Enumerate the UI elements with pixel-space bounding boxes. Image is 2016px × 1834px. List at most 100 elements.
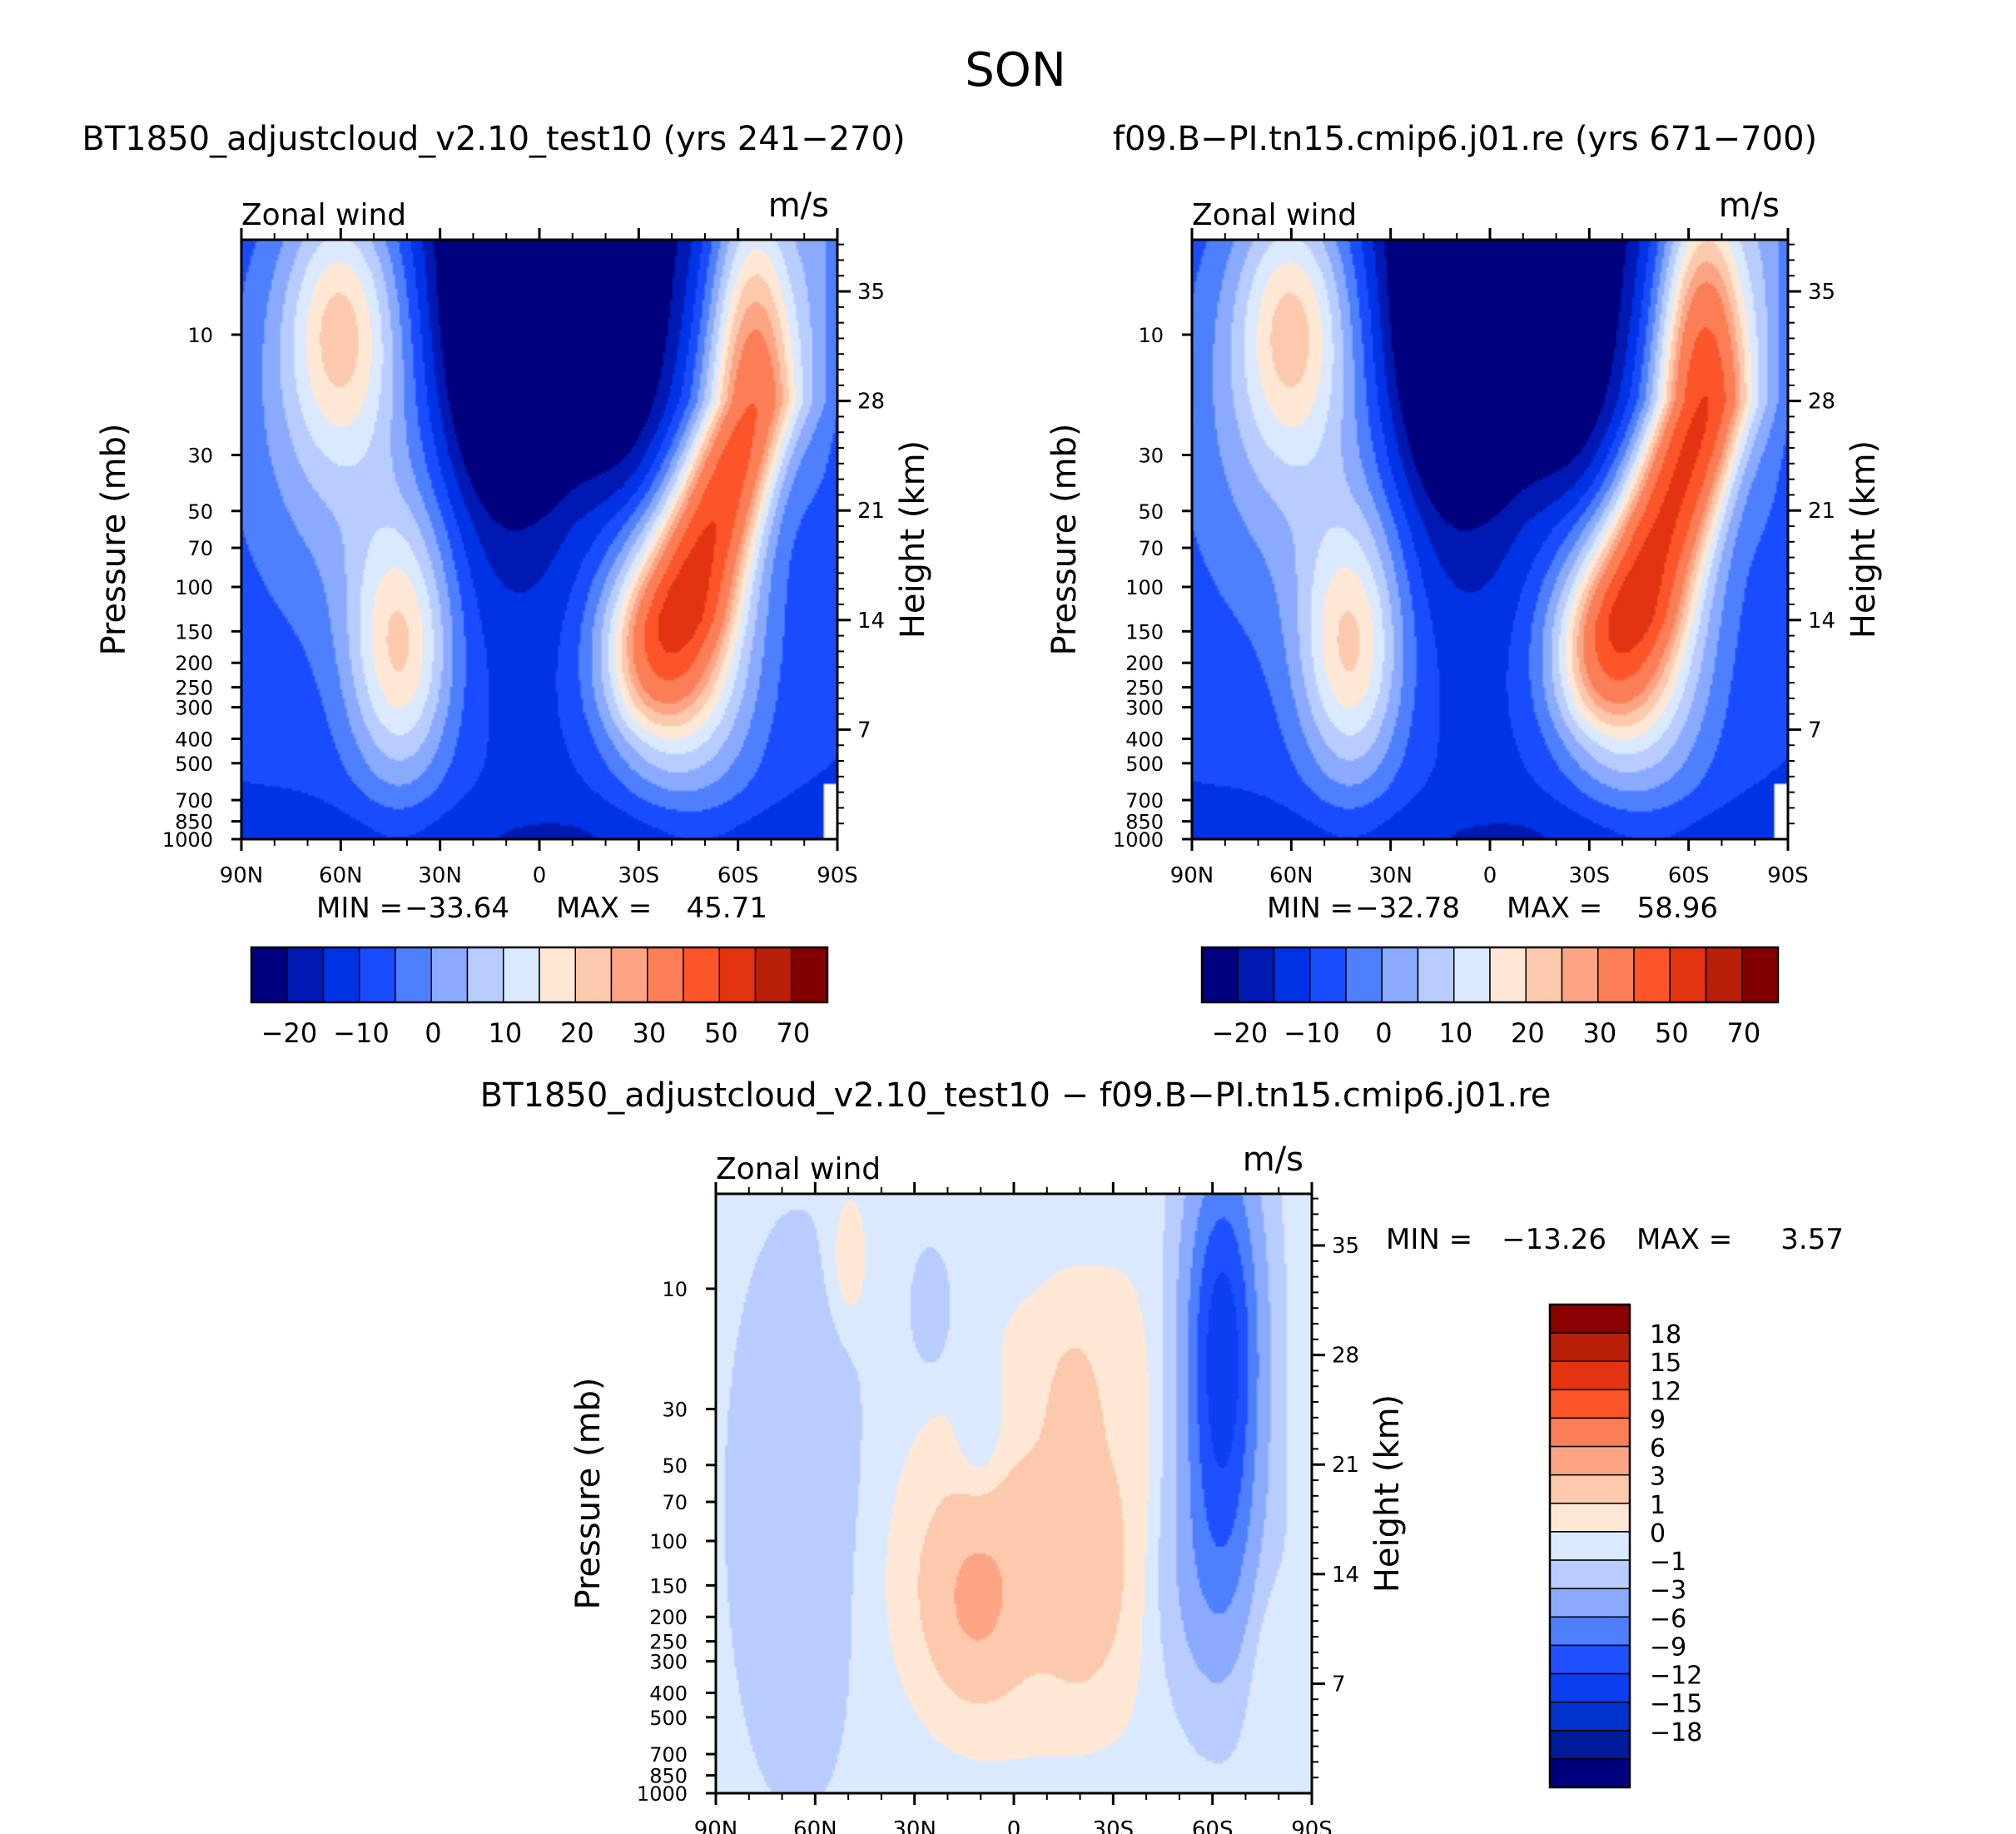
y-tick-label: 700: [175, 789, 213, 813]
colorbar-box: [1597, 947, 1635, 1003]
panel-bottom-difference: BT1850_adjustcloud_v2.10_test10 − f09.B−…: [480, 1076, 1844, 1834]
colorbar-label: 1: [1650, 1491, 1666, 1520]
colorbar-box: [610, 947, 648, 1003]
colorbar-box: [1549, 1730, 1631, 1760]
y-right-tick-label: 7: [1808, 718, 1822, 743]
y-tick-label: 700: [649, 1743, 688, 1767]
x-tick-label: 90S: [1291, 1817, 1333, 1834]
colorbar-box: [718, 947, 757, 1003]
colorbar-box: [322, 947, 360, 1003]
colorbar-box: [1549, 1445, 1631, 1476]
left-string: Zonal wind: [241, 198, 406, 232]
colorbar-box: [466, 947, 504, 1003]
y-tick-label: 70: [1138, 537, 1164, 560]
y-tick-label: 250: [649, 1631, 688, 1654]
max-value: 3.57: [1780, 1223, 1844, 1256]
y-tick-label: 700: [1125, 789, 1164, 813]
y-right-tick-label: 14: [857, 609, 885, 634]
colorbar-box: [1273, 947, 1311, 1003]
colorbar-box: [1525, 947, 1563, 1003]
colorbar-label: −9: [1650, 1633, 1686, 1662]
y-tick-label: 850: [1125, 811, 1164, 834]
colorbar-box: [791, 947, 828, 1003]
colorbar-label: −20: [1212, 1017, 1269, 1049]
colorbar-box: [1549, 1531, 1631, 1561]
x-tick-label: 60N: [793, 1817, 837, 1834]
colorbar-label: 0: [1375, 1017, 1392, 1049]
colorbar-box: [1345, 947, 1383, 1003]
y-tick-label: 250: [1125, 677, 1164, 700]
y-tick-label: 10: [187, 324, 213, 347]
y-right-axis-label: Height (km): [1368, 1394, 1407, 1593]
y-right-tick-label: 28: [1332, 1344, 1359, 1369]
min-value: −13.26: [1502, 1223, 1606, 1256]
colorbar-label: 6: [1650, 1434, 1666, 1464]
x-tick-label: 30S: [1093, 1817, 1135, 1834]
panel-top-right: f09.B−PI.tn15.cmip6.j01.re (yrs 671−700)…: [1045, 120, 1883, 1049]
colorbar-label: 50: [704, 1017, 738, 1049]
y-tick-label: 100: [649, 1530, 688, 1553]
colorbar-label: 12: [1650, 1377, 1681, 1406]
left-string: Zonal wind: [1192, 198, 1357, 232]
colorbar-label: 50: [1655, 1017, 1689, 1049]
colorbar-box: [395, 947, 432, 1003]
x-tick-label: 90S: [817, 863, 858, 888]
y-right-tick-label: 14: [1808, 609, 1835, 634]
colorbar-label: 0: [425, 1017, 441, 1049]
colorbar-box: [1549, 1389, 1631, 1419]
contour-field: [716, 1194, 1312, 1793]
colorbar-label: 20: [1511, 1017, 1545, 1049]
y-tick-label: 500: [1125, 753, 1164, 776]
y-right-tick-label: 7: [1332, 1672, 1346, 1697]
colorbar-box: [251, 947, 288, 1003]
colorbar-box: [1669, 947, 1707, 1003]
min-label: MIN =: [316, 892, 403, 925]
y-tick-label: 30: [662, 1399, 688, 1422]
colorbar-box: [286, 947, 325, 1003]
x-tick-label: 60N: [319, 863, 363, 888]
colorbar-box: [1549, 1588, 1631, 1618]
colorbar-label: 3: [1650, 1463, 1666, 1492]
y-right-axis-label: Height (km): [1845, 440, 1883, 639]
colorbar-label: −20: [261, 1017, 318, 1049]
colorbar-box: [503, 947, 540, 1003]
colorbar-box: [1549, 1332, 1631, 1362]
colorbar-box: [1549, 1304, 1631, 1334]
colorbar-box: [1453, 947, 1491, 1003]
colorbar-box: [1549, 1360, 1631, 1391]
units-string: m/s: [768, 186, 829, 225]
colorbar-box: [539, 947, 576, 1003]
min-value: −33.64: [405, 892, 509, 925]
y-tick-label: 500: [175, 753, 213, 776]
colorbar-label: 0: [1650, 1519, 1666, 1548]
colorbar-label: −1: [1650, 1548, 1686, 1577]
min-value: −32.78: [1355, 892, 1460, 925]
y-right-tick-label: 28: [1808, 390, 1835, 415]
colorbar-label: 70: [1727, 1017, 1761, 1049]
colorbar-box: [1549, 1644, 1631, 1675]
colorbar-label: −12: [1650, 1662, 1702, 1691]
y-tick-label: 400: [175, 728, 213, 751]
min-label: MIN =: [1267, 892, 1353, 925]
y-right-tick-label: 21: [1808, 499, 1835, 524]
colorbar-box: [754, 947, 792, 1003]
max-value: 58.96: [1637, 892, 1718, 925]
x-tick-label: 90N: [1170, 863, 1214, 888]
colorbar-label: −3: [1650, 1576, 1686, 1605]
y-tick-label: 30: [187, 445, 213, 468]
y-tick-label: 100: [1125, 576, 1164, 599]
x-tick-label: 90N: [694, 1817, 738, 1834]
max-label: MAX =: [1636, 1223, 1732, 1256]
panel-top-left: BT1850_adjustcloud_v2.10_test10 (yrs 241…: [82, 120, 932, 1049]
units-string: m/s: [1719, 186, 1780, 225]
x-tick-label: 0: [1007, 1817, 1021, 1834]
y-tick-label: 30: [1138, 445, 1164, 468]
y-tick-label: 400: [1125, 728, 1164, 751]
colorbar-label: 15: [1650, 1349, 1681, 1378]
y-axis-label: Pressure (mb): [1045, 423, 1084, 655]
y-tick-label: 250: [175, 677, 213, 700]
colorbar-box: [647, 947, 684, 1003]
colorbar-box: [1705, 947, 1743, 1003]
colorbar-label: 30: [633, 1017, 667, 1049]
colorbar-box: [1561, 947, 1599, 1003]
